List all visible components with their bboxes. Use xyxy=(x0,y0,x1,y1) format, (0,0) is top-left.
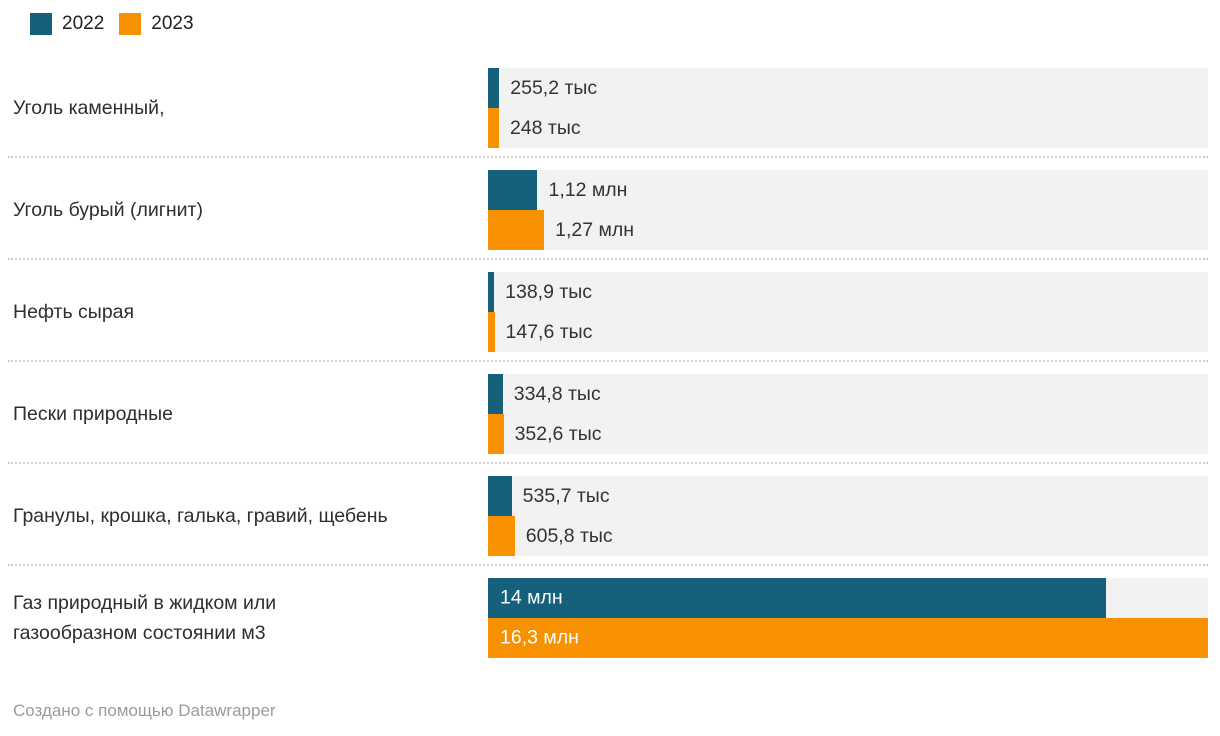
value-label-2023: 16,3 млн xyxy=(500,626,579,649)
bar-track-2023: 147,6 тыс xyxy=(488,312,1208,352)
legend-label-2023: 2023 xyxy=(151,13,194,34)
value-label-2022: 334,8 тыс xyxy=(513,382,601,405)
row-separator xyxy=(8,156,1208,158)
value-label-2022: 1,12 млн xyxy=(548,178,628,201)
bar-track-2023: 1,27 млн xyxy=(488,210,1208,250)
bar-2022[interactable] xyxy=(488,68,500,108)
value-label-2023: 605,8 тыс xyxy=(525,524,613,547)
bar-2022[interactable] xyxy=(488,374,503,414)
bar-group: 138,9 тыс 147,6 тыс xyxy=(488,272,1208,352)
bar-2023[interactable] xyxy=(488,516,515,556)
value-label-2023: 1,27 млн xyxy=(555,218,635,241)
chart-row: Уголь бурый (лигнит) 1,12 млн 1,27 млн xyxy=(0,170,1220,250)
chart-row: Уголь каменный, 255,2 тыс 248 тыс xyxy=(0,68,1220,148)
bar-group: 334,8 тыс 352,6 тыс xyxy=(488,374,1208,454)
bar-track-2022: 334,8 тыс xyxy=(488,374,1208,414)
bar-track-2023: 16,3 млн xyxy=(488,618,1208,658)
chart-row: Пески природные 334,8 тыс 352,6 тыс xyxy=(0,374,1220,454)
row-separator xyxy=(8,462,1208,464)
category-label: Газ природный в жидком или газообразном … xyxy=(13,591,277,644)
bar-group: 14 млн 16,3 млн xyxy=(488,578,1208,658)
legend: 2022 2023 xyxy=(30,13,194,35)
legend-item-2023: 2023 xyxy=(119,13,194,35)
value-label-2023: 352,6 тыс xyxy=(514,422,602,445)
category-label: Гранулы, крошка, галька, гравий, щебень xyxy=(13,504,388,527)
category-label: Пески природные xyxy=(13,402,174,425)
category-label: Уголь каменный, xyxy=(13,96,165,119)
bar-2022[interactable] xyxy=(488,476,512,516)
legend-swatch-2023 xyxy=(119,13,142,35)
value-label-2022: 138,9 тыс xyxy=(505,280,593,303)
value-label-2023: 147,6 тыс xyxy=(505,320,593,343)
bar-track-2022: 1,12 млн xyxy=(488,170,1208,210)
legend-item-2022: 2022 xyxy=(30,13,104,35)
value-label-2022: 14 млн xyxy=(500,586,563,609)
value-label-2023: 248 тыс xyxy=(509,116,581,139)
row-separator xyxy=(8,360,1208,362)
row-separator xyxy=(8,258,1208,260)
bar-track-2023: 605,8 тыс xyxy=(488,516,1208,556)
bar-track-2022: 255,2 тыс xyxy=(488,68,1208,108)
legend-label-2022: 2022 xyxy=(62,13,105,34)
bar-track-2023: 352,6 тыс xyxy=(488,414,1208,454)
category-label: Нефть сырая xyxy=(13,300,135,323)
value-label-2022: 535,7 тыс xyxy=(522,484,610,507)
bar-track-2022: 138,9 тыс xyxy=(488,272,1208,312)
bar-2023[interactable] xyxy=(488,414,504,454)
legend-swatch-2022 xyxy=(30,13,52,35)
category-label: Уголь бурый (лигнит) xyxy=(13,198,203,221)
bar-2023[interactable] xyxy=(488,312,495,352)
bar-2023[interactable] xyxy=(488,210,545,250)
bar-group: 1,12 млн 1,27 млн xyxy=(488,170,1208,250)
value-label-2022: 255,2 тыс xyxy=(510,76,598,99)
bar-2023[interactable] xyxy=(488,618,1208,658)
bar-2023[interactable] xyxy=(488,108,499,148)
chart-row: Гранулы, крошка, галька, гравий, щебень … xyxy=(0,476,1220,556)
bar-2022[interactable] xyxy=(488,578,1107,618)
chart-row: Нефть сырая 138,9 тыс 147,6 тыс xyxy=(0,272,1220,352)
bar-track-2022: 535,7 тыс xyxy=(488,476,1208,516)
bar-group: 535,7 тыс 605,8 тыс xyxy=(488,476,1208,556)
row-separator xyxy=(8,564,1208,566)
bar-track-2022: 14 млн xyxy=(488,578,1208,618)
bar-track-2023: 248 тыс xyxy=(488,108,1208,148)
bar-2022[interactable] xyxy=(488,272,495,312)
datawrapper-attribution: Создано с помощью Datawrapper xyxy=(13,701,276,720)
bar-group: 255,2 тыс 248 тыс xyxy=(488,68,1208,148)
bar-2022[interactable] xyxy=(488,170,538,210)
chart-row: Газ природный в жидком или газообразном … xyxy=(0,578,1220,658)
